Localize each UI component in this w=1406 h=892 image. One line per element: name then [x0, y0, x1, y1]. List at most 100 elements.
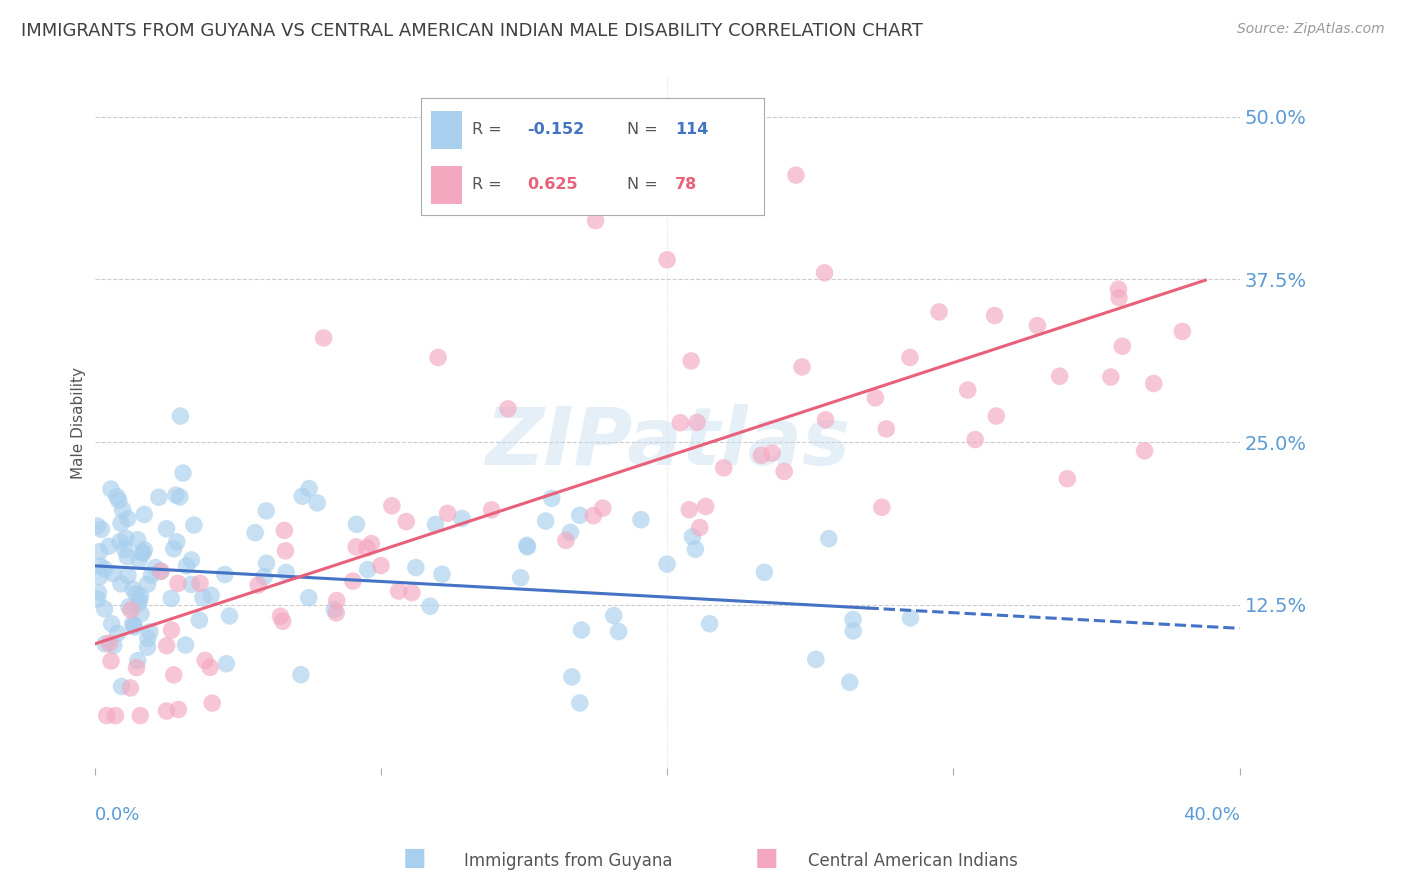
Point	[89, 544, 111, 558]
Point	[247, 578, 270, 592]
Point	[898, 351, 921, 365]
Point	[695, 500, 717, 514]
Point	[254, 504, 277, 518]
Point	[166, 534, 188, 549]
Point	[560, 525, 582, 540]
Point	[298, 591, 321, 605]
Point	[1026, 318, 1049, 333]
Point	[875, 422, 897, 436]
Point	[87, 585, 110, 599]
Point	[89, 559, 111, 574]
Point	[326, 593, 349, 607]
Point	[201, 696, 224, 710]
Point	[401, 585, 423, 599]
Point	[983, 309, 1005, 323]
Point	[125, 660, 148, 674]
Text: ■: ■	[404, 846, 426, 870]
Point	[100, 616, 122, 631]
Point	[156, 639, 179, 653]
Text: IMMIGRANTS FROM GUYANA VS CENTRAL AMERICAN INDIAN MALE DISABILITY CORRELATION CH: IMMIGRANTS FROM GUYANA VS CENTRAL AMERIC…	[21, 22, 922, 40]
Point	[419, 599, 441, 614]
Point	[381, 499, 404, 513]
Point	[1133, 443, 1156, 458]
Point	[128, 592, 150, 607]
Point	[516, 538, 538, 552]
Point	[163, 668, 186, 682]
Point	[554, 533, 576, 548]
Point	[90, 522, 112, 536]
Point	[188, 613, 211, 627]
Point	[127, 533, 149, 547]
Point	[121, 616, 143, 631]
Point	[174, 638, 197, 652]
Point	[94, 562, 117, 576]
Point	[172, 466, 194, 480]
Point	[276, 566, 298, 580]
Text: 40.0%: 40.0%	[1182, 805, 1240, 823]
Point	[124, 620, 146, 634]
Point	[582, 508, 605, 523]
Point	[110, 516, 132, 531]
Text: ■: ■	[755, 846, 778, 870]
Point	[183, 518, 205, 533]
Point	[169, 409, 191, 423]
Point	[86, 519, 108, 533]
Point	[956, 383, 979, 397]
Point	[100, 654, 122, 668]
Point	[790, 359, 813, 374]
Point	[128, 596, 150, 610]
Point	[103, 566, 125, 581]
Point	[145, 560, 167, 574]
Point	[98, 636, 121, 650]
Point	[104, 708, 127, 723]
Point	[713, 461, 735, 475]
Point	[838, 675, 860, 690]
Point	[149, 565, 172, 579]
Point	[132, 547, 155, 561]
Point	[749, 448, 772, 462]
Point	[111, 503, 134, 517]
Point	[813, 266, 835, 280]
Point	[105, 490, 128, 504]
Point	[571, 623, 593, 637]
Point	[870, 500, 893, 515]
Point	[215, 657, 238, 671]
Point	[312, 331, 335, 345]
Point	[194, 653, 217, 667]
Point	[965, 433, 987, 447]
Point	[273, 524, 295, 538]
Point	[568, 696, 591, 710]
Point	[436, 507, 458, 521]
Point	[592, 501, 614, 516]
Point	[120, 681, 142, 695]
Point	[430, 567, 453, 582]
Point	[271, 614, 294, 628]
Point	[568, 508, 591, 523]
Point	[685, 542, 707, 557]
Point	[1111, 339, 1133, 353]
Point	[686, 416, 709, 430]
Point	[155, 704, 177, 718]
Point	[136, 577, 159, 591]
Point	[253, 570, 276, 584]
Point	[307, 496, 329, 510]
Point	[323, 602, 346, 616]
Point	[509, 571, 531, 585]
Point	[269, 609, 291, 624]
Point	[928, 305, 950, 319]
Point	[122, 618, 145, 632]
Point	[122, 582, 145, 596]
Point	[129, 708, 152, 723]
Point	[110, 680, 132, 694]
Point	[160, 623, 183, 637]
Point	[169, 490, 191, 504]
Point	[865, 391, 887, 405]
Point	[370, 558, 392, 573]
Point	[360, 536, 382, 550]
Point	[118, 599, 141, 614]
Point	[256, 556, 278, 570]
Point	[427, 351, 450, 365]
Point	[630, 513, 652, 527]
Point	[1049, 369, 1071, 384]
Point	[191, 591, 214, 605]
